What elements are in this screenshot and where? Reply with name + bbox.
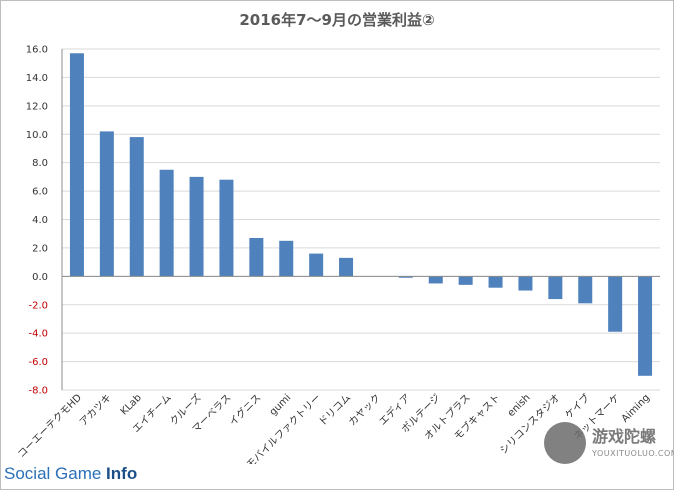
bar [488, 276, 503, 288]
bar [99, 131, 114, 277]
bar [548, 276, 563, 300]
footer-brand-prefix: Social Game [4, 464, 107, 483]
bar [129, 137, 144, 277]
bar [608, 276, 623, 332]
y-tick-label: 4.0 [32, 215, 48, 226]
x-tick-label: enish [506, 392, 533, 419]
x-tick-label: アカツキ [77, 392, 114, 429]
watermark-text-cn: 游戏陀螺 [592, 427, 657, 446]
bar [398, 276, 413, 278]
watermark: 游戏陀螺 YOUXITUOLUO.COM [544, 418, 674, 468]
bar [578, 276, 593, 304]
footer-brand: Social Game Info [4, 464, 137, 484]
bar [638, 276, 653, 376]
bar [69, 53, 84, 277]
x-tick-label: カヤック [346, 392, 383, 429]
x-tick-label: KLab [119, 392, 144, 417]
footer-brand-suffix: Info [106, 464, 138, 483]
chart-title: 2016年7～9月の営業利益② [239, 11, 435, 29]
y-tick-label: 2.0 [32, 243, 48, 254]
bar [189, 176, 204, 277]
x-tick-label: イグニス [226, 391, 263, 428]
y-tick-label: 6.0 [32, 187, 48, 198]
watermark-text-en: YOUXITUOLUO.COM [592, 449, 674, 458]
bar [518, 276, 533, 291]
y-tick-label: 8.0 [32, 158, 48, 169]
bar [249, 237, 264, 277]
bar [279, 240, 294, 277]
y-tick-label: 0.0 [32, 272, 48, 283]
x-tick-label: ドリコム [316, 392, 353, 429]
x-tick-label: コーエーテクモHD [15, 391, 84, 460]
x-tick-label: ケイブ [562, 391, 592, 421]
y-tick-label: 10.0 [26, 130, 48, 141]
y-tick-label: 14.0 [26, 73, 48, 84]
y-tick-label: -2.0 [28, 300, 48, 311]
y-tick-label: 12.0 [26, 101, 48, 112]
y-tick-label: -6.0 [28, 357, 48, 368]
bar [159, 169, 174, 277]
bar [219, 179, 234, 277]
bar [309, 253, 324, 277]
y-tick-label: -4.0 [28, 329, 48, 340]
bar-chart: 16.0 14.0 12.0 10.0 8.0 6.0 4.0 2.0 0.0 -2.0 -4.0 -… [15, 45, 660, 464]
x-tick-label: gumi [268, 392, 294, 418]
watermark-logo-icon [544, 422, 586, 464]
bar [339, 257, 354, 277]
bar [458, 276, 473, 285]
y-tick-label: -8.0 [28, 386, 48, 397]
bar [428, 276, 443, 284]
y-tick-label: 16.0 [26, 45, 48, 56]
